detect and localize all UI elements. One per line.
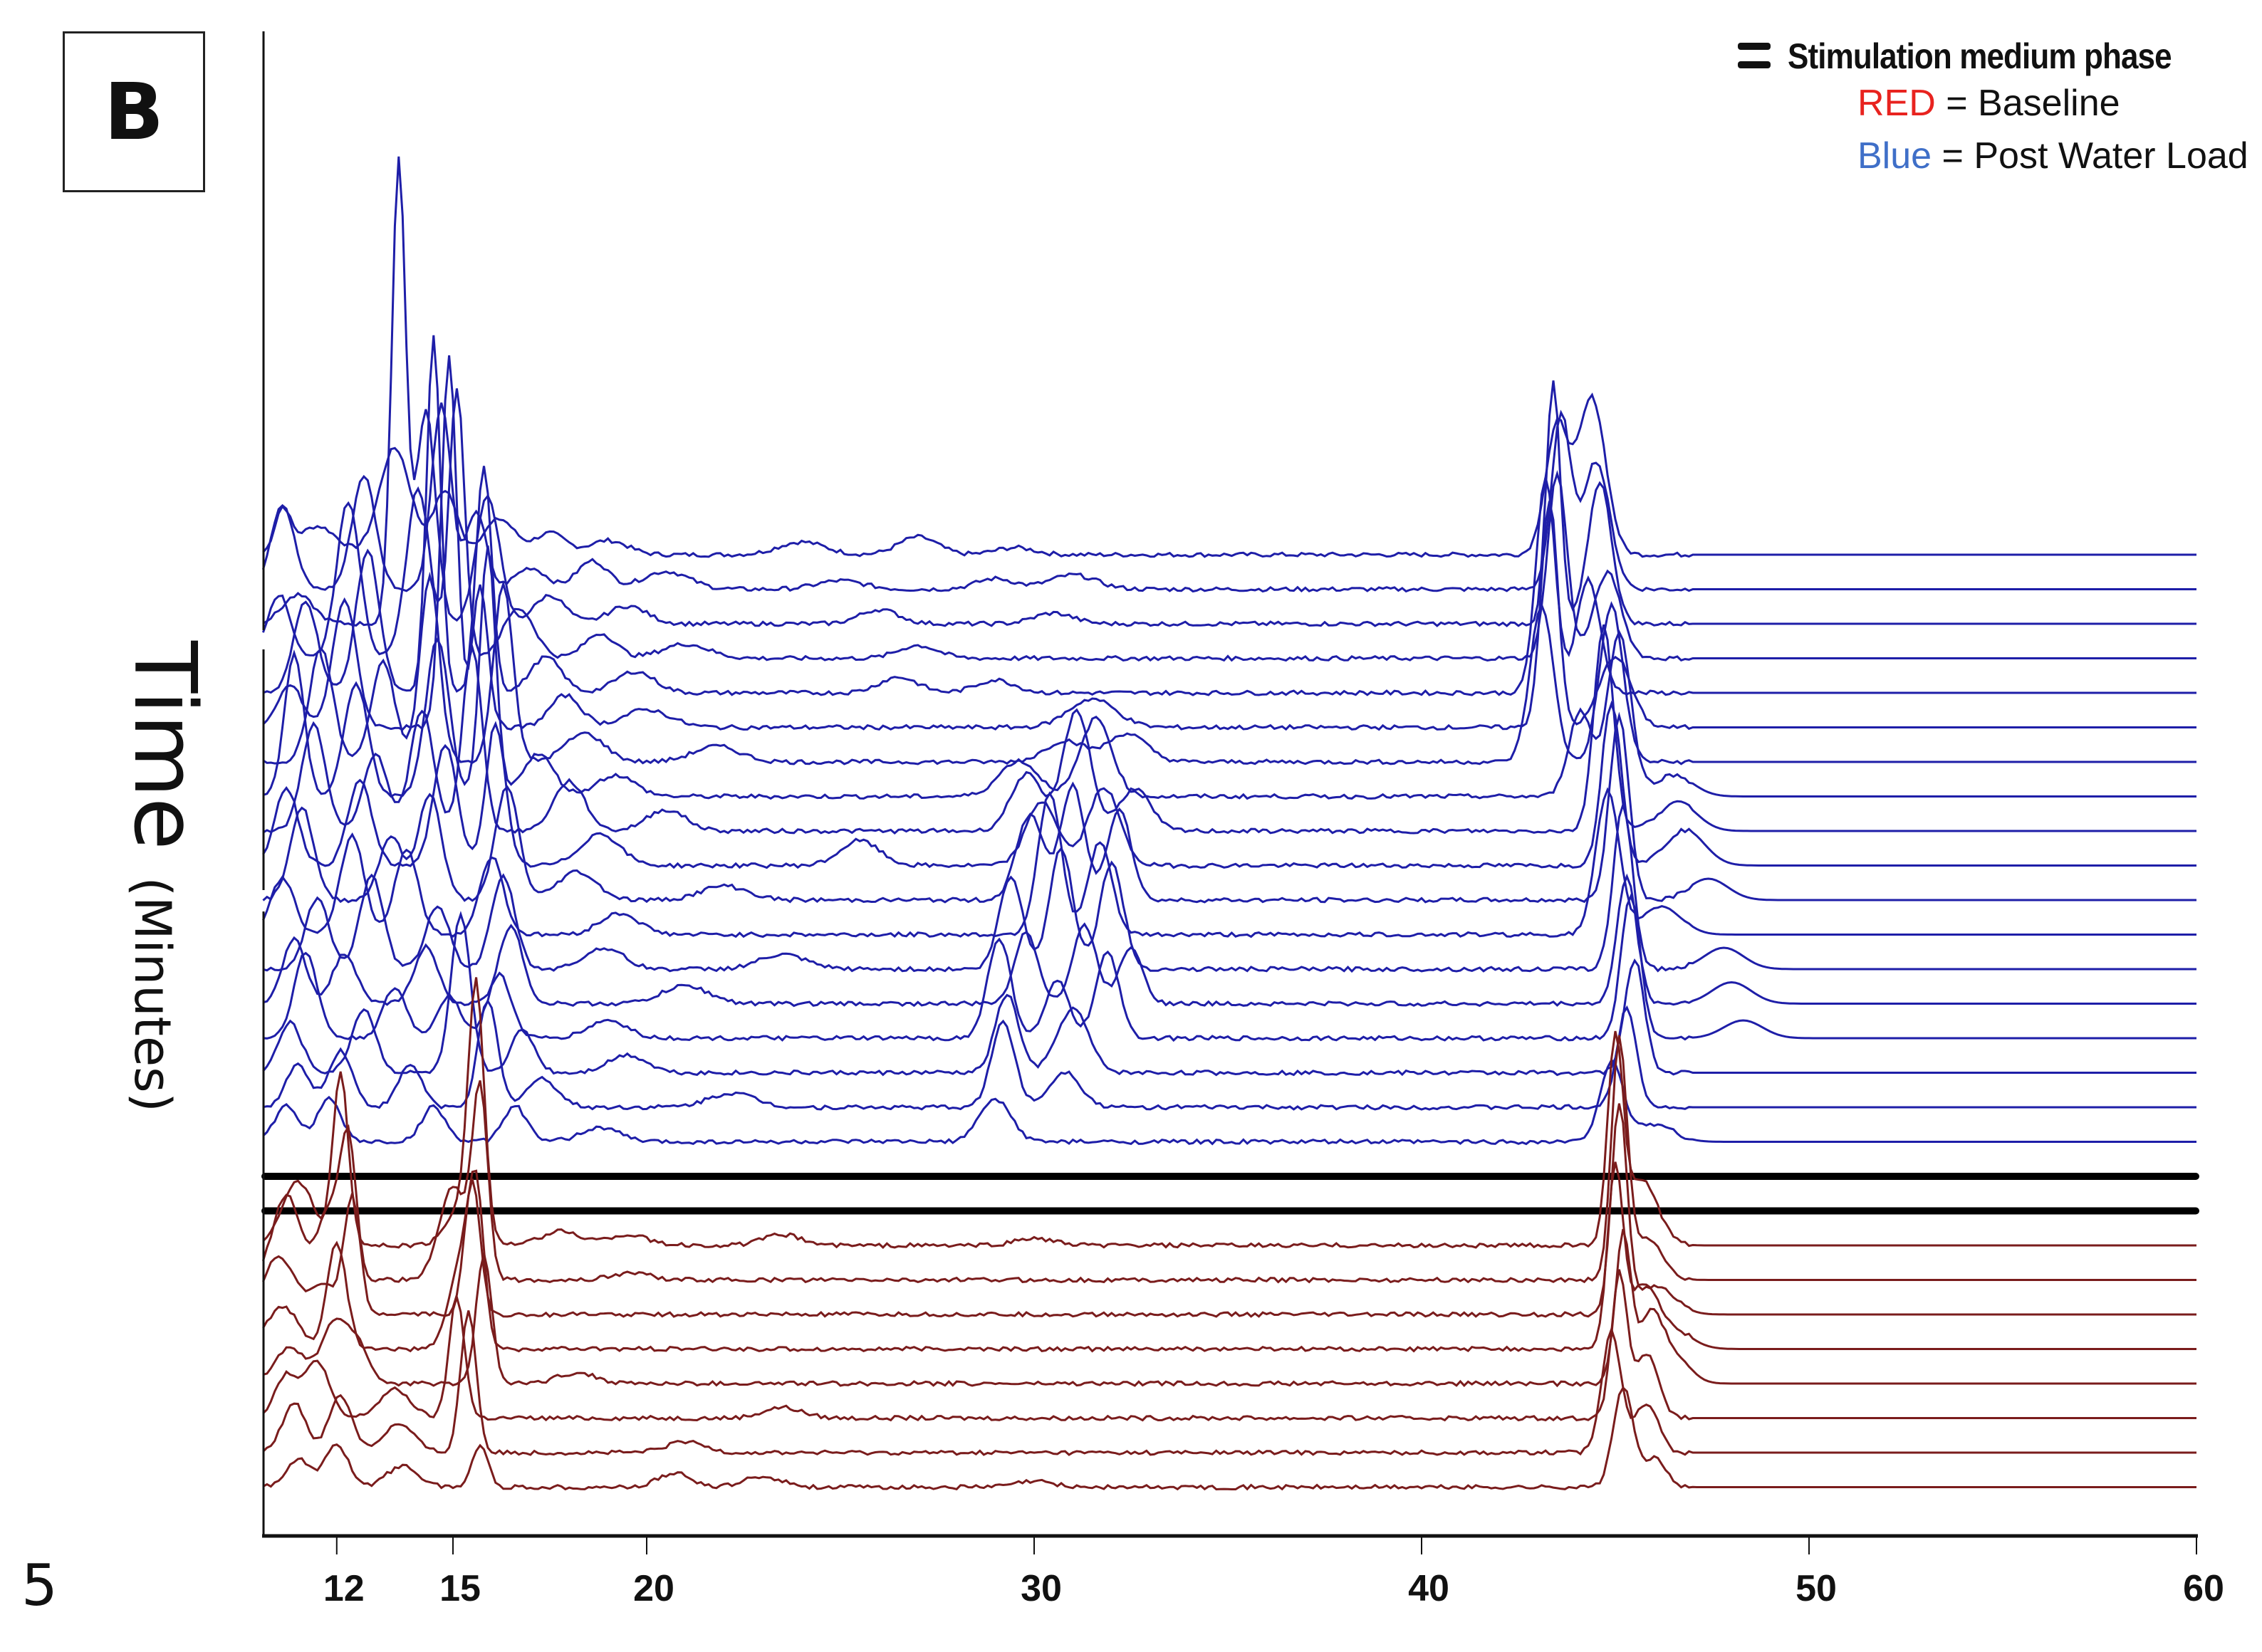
- post-water-load-trace: [263, 893, 2196, 1042]
- x-tick-label: 20: [633, 1568, 674, 1609]
- x-tick-label: 40: [1408, 1568, 1449, 1609]
- baseline-trace: [262, 1269, 2196, 1422]
- baseline-trace: [262, 977, 2196, 1249]
- baseline-trace: [263, 1228, 2196, 1388]
- post-water-load-trace: [261, 402, 2196, 593]
- x-tick-label: 30: [1021, 1568, 1062, 1609]
- baseline-trace: [261, 1035, 2196, 1284]
- legend: Stimulation medium phase RED = Baseline …: [1738, 36, 2251, 182]
- post-water-load-trace: [263, 800, 2196, 973]
- post-water-load-trace: [261, 388, 2196, 662]
- legend-blue-text: = Post Water Load: [1932, 135, 2248, 177]
- post-water-load-trace: [262, 392, 2196, 558]
- post-water-load-trace: [262, 571, 2196, 765]
- x-tick-label: 12: [323, 1568, 365, 1609]
- legend-phase-label: Stimulation medium phase: [1788, 36, 2172, 76]
- post-water-load-trace: [262, 711, 2196, 904]
- x-tick-label: 50: [1795, 1568, 1837, 1609]
- legend-red-entry: RED = Baseline: [1857, 77, 2251, 130]
- post-water-load-trace: [262, 911, 2196, 1077]
- post-water-load-trace: [262, 545, 2196, 800]
- baseline-trace: [262, 1103, 2196, 1318]
- panel-label: B: [104, 66, 164, 157]
- double-bar-icon: [1738, 40, 1771, 73]
- legend-blue-entry: Blue = Post Water Load: [1857, 130, 2251, 182]
- post-water-load-trace: [262, 787, 2196, 939]
- axes: [262, 31, 2198, 1538]
- post-water-load-trace: [262, 156, 2196, 627]
- baseline-trace: [262, 1161, 2196, 1353]
- trace-group: [261, 156, 2199, 1491]
- legend-red-text: = Baseline: [1935, 83, 2120, 124]
- legend-blue-key: Blue: [1857, 135, 1932, 177]
- post-water-load-trace: [262, 335, 2196, 696]
- x-axis-ticks: 12 15 20 30 40 50 60: [323, 1536, 2224, 1609]
- post-water-load-trace: [262, 355, 2196, 731]
- post-water-load-trace: [262, 624, 2196, 835]
- post-water-load-trace: [262, 1058, 2196, 1146]
- post-water-load-trace: [262, 700, 2196, 869]
- legend-red-key: RED: [1857, 83, 1936, 124]
- stray-axis-label: 5: [21, 1552, 58, 1619]
- x-tick-label: 60: [2183, 1568, 2224, 1609]
- x-tick-label: 15: [439, 1568, 481, 1609]
- baseline-trace: [262, 1386, 2196, 1491]
- legend-phase-entry: Stimulation medium phase: [1738, 36, 2251, 77]
- panel-label-box: B: [63, 31, 205, 192]
- post-water-load-trace: [263, 998, 2196, 1111]
- baseline-trace: [262, 1310, 2196, 1456]
- post-water-load-trace: [262, 873, 2196, 1008]
